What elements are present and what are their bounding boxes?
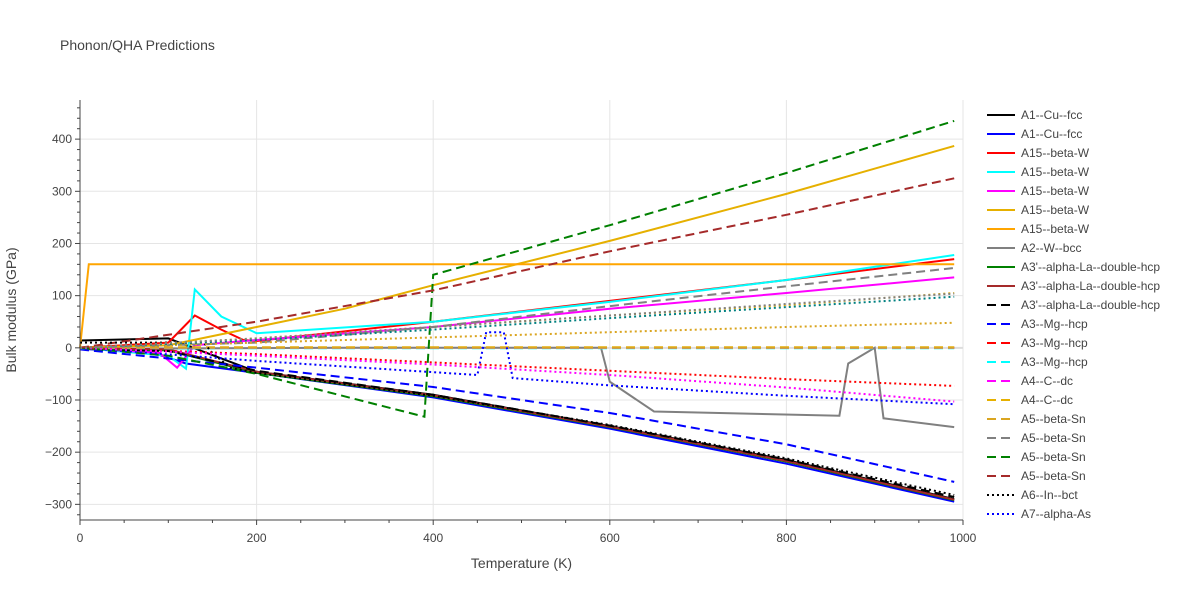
legend-item[interactable]: A15--beta-W <box>987 222 1090 236</box>
y-tick-label: 200 <box>52 236 72 250</box>
legend-label: A3'--alpha-La--double-hcp <box>1021 279 1160 293</box>
legend-item[interactable]: A5--beta-Sn <box>987 412 1086 426</box>
y-tick-label: −300 <box>45 497 72 511</box>
y-tick-label: −100 <box>45 393 72 407</box>
legend-item[interactable]: A1--Cu--fcc <box>987 127 1082 141</box>
series-line <box>79 258 955 349</box>
series-line <box>79 119 955 418</box>
legend-label: A3--Mg--hcp <box>1021 317 1088 331</box>
legend-label: A7--alpha-As <box>1021 507 1091 521</box>
series-line <box>79 346 955 387</box>
legend-label: A15--beta-W <box>1021 203 1090 217</box>
x-tick-label: 200 <box>247 531 267 545</box>
y-tick-label: 400 <box>52 132 72 146</box>
legend-item[interactable]: A6--In--bct <box>987 488 1078 502</box>
x-tick-label: 0 <box>77 531 84 545</box>
legend-item[interactable]: A3'--alpha-La--double-hcp <box>987 279 1160 293</box>
legend-item[interactable]: A5--beta-Sn <box>987 450 1086 464</box>
series-line <box>79 347 955 502</box>
x-axis-title: Temperature (K) <box>471 555 572 571</box>
series-line <box>79 295 955 349</box>
legend-label: A5--beta-Sn <box>1021 469 1086 483</box>
legend-label: A15--beta-W <box>1021 222 1090 236</box>
series-line <box>79 321 955 349</box>
legend: A1--Cu--fcc A1--Cu--fcc A15--beta-W A15--be… <box>987 108 1160 521</box>
legend-item[interactable]: A15--beta-W <box>987 165 1090 179</box>
axes <box>75 100 964 525</box>
legend-label: A5--beta-Sn <box>1021 450 1086 464</box>
legend-label: A2--W--bcc <box>1021 241 1081 255</box>
legend-item[interactable]: A15--beta-W <box>987 184 1090 198</box>
legend-label: A4--C--dc <box>1021 393 1073 407</box>
series-line <box>79 144 955 349</box>
series-line <box>79 292 955 349</box>
legend-label: A3--Mg--hcp <box>1021 336 1088 350</box>
series-line <box>79 263 955 348</box>
grid-lines <box>80 100 964 520</box>
chart-title: Phonon/QHA Predictions <box>60 37 215 53</box>
legend-item[interactable]: A5--beta-Sn <box>987 431 1086 445</box>
series-line <box>79 347 955 503</box>
legend-label: A3'--alpha-La--double-hcp <box>1021 298 1160 312</box>
legend-label: A3'--alpha-La--double-hcp <box>1021 260 1160 274</box>
legend-label: A5--beta-Sn <box>1021 412 1086 426</box>
legend-item[interactable]: A3'--alpha-La--double-hcp <box>987 260 1160 274</box>
y-tick-label: 0 <box>65 341 72 355</box>
legend-label: A1--Cu--fcc <box>1021 127 1082 141</box>
series-layer <box>79 119 955 503</box>
series-line <box>79 348 955 498</box>
legend-item[interactable]: A15--beta-W <box>987 203 1090 217</box>
x-tick-label: 1000 <box>950 531 977 545</box>
legend-label: A1--Cu--fcc <box>1021 108 1082 122</box>
y-tick-label: 100 <box>52 289 72 303</box>
y-tick-label: −200 <box>45 445 72 459</box>
series-line <box>79 267 955 349</box>
legend-item[interactable]: A3--Mg--hcp <box>987 336 1088 350</box>
x-tick-label: 800 <box>776 531 796 545</box>
tick-labels: 0 200 400 600 800 1000 −300 −200 −100 0 100 200 300 4… <box>45 132 977 545</box>
x-tick-label: 600 <box>600 531 620 545</box>
series-line <box>79 346 955 403</box>
legend-item[interactable]: A7--alpha-As <box>987 507 1091 521</box>
legend-item[interactable]: A3'--alpha-La--double-hcp <box>987 298 1160 312</box>
legend-item[interactable]: A3--Mg--hcp <box>987 317 1088 331</box>
legend-label: A5--beta-Sn <box>1021 431 1086 445</box>
series-line <box>79 292 955 349</box>
legend-item[interactable]: A2--W--bcc <box>987 241 1081 255</box>
series-line <box>79 347 955 501</box>
legend-item[interactable]: A1--Cu--fcc <box>987 108 1082 122</box>
y-tick-label: 300 <box>52 184 72 198</box>
legend-label: A4--C--dc <box>1021 374 1073 388</box>
legend-label: A3--Mg--hcp <box>1021 355 1088 369</box>
y-axis-title: Bulk modulus (GPa) <box>3 247 19 372</box>
legend-item[interactable]: A4--C--dc <box>987 374 1073 388</box>
legend-item[interactable]: A4--C--dc <box>987 393 1073 407</box>
series-line <box>79 331 955 406</box>
legend-label: A6--In--bct <box>1021 488 1078 502</box>
legend-item[interactable]: A3--Mg--hcp <box>987 355 1088 369</box>
legend-label: A15--beta-W <box>1021 146 1090 160</box>
legend-item[interactable]: A15--beta-W <box>987 146 1090 160</box>
legend-item[interactable]: A5--beta-Sn <box>987 469 1086 483</box>
legend-label: A15--beta-W <box>1021 184 1090 198</box>
legend-label: A15--beta-W <box>1021 165 1090 179</box>
x-tick-label: 400 <box>423 531 443 545</box>
series-line <box>79 177 955 349</box>
